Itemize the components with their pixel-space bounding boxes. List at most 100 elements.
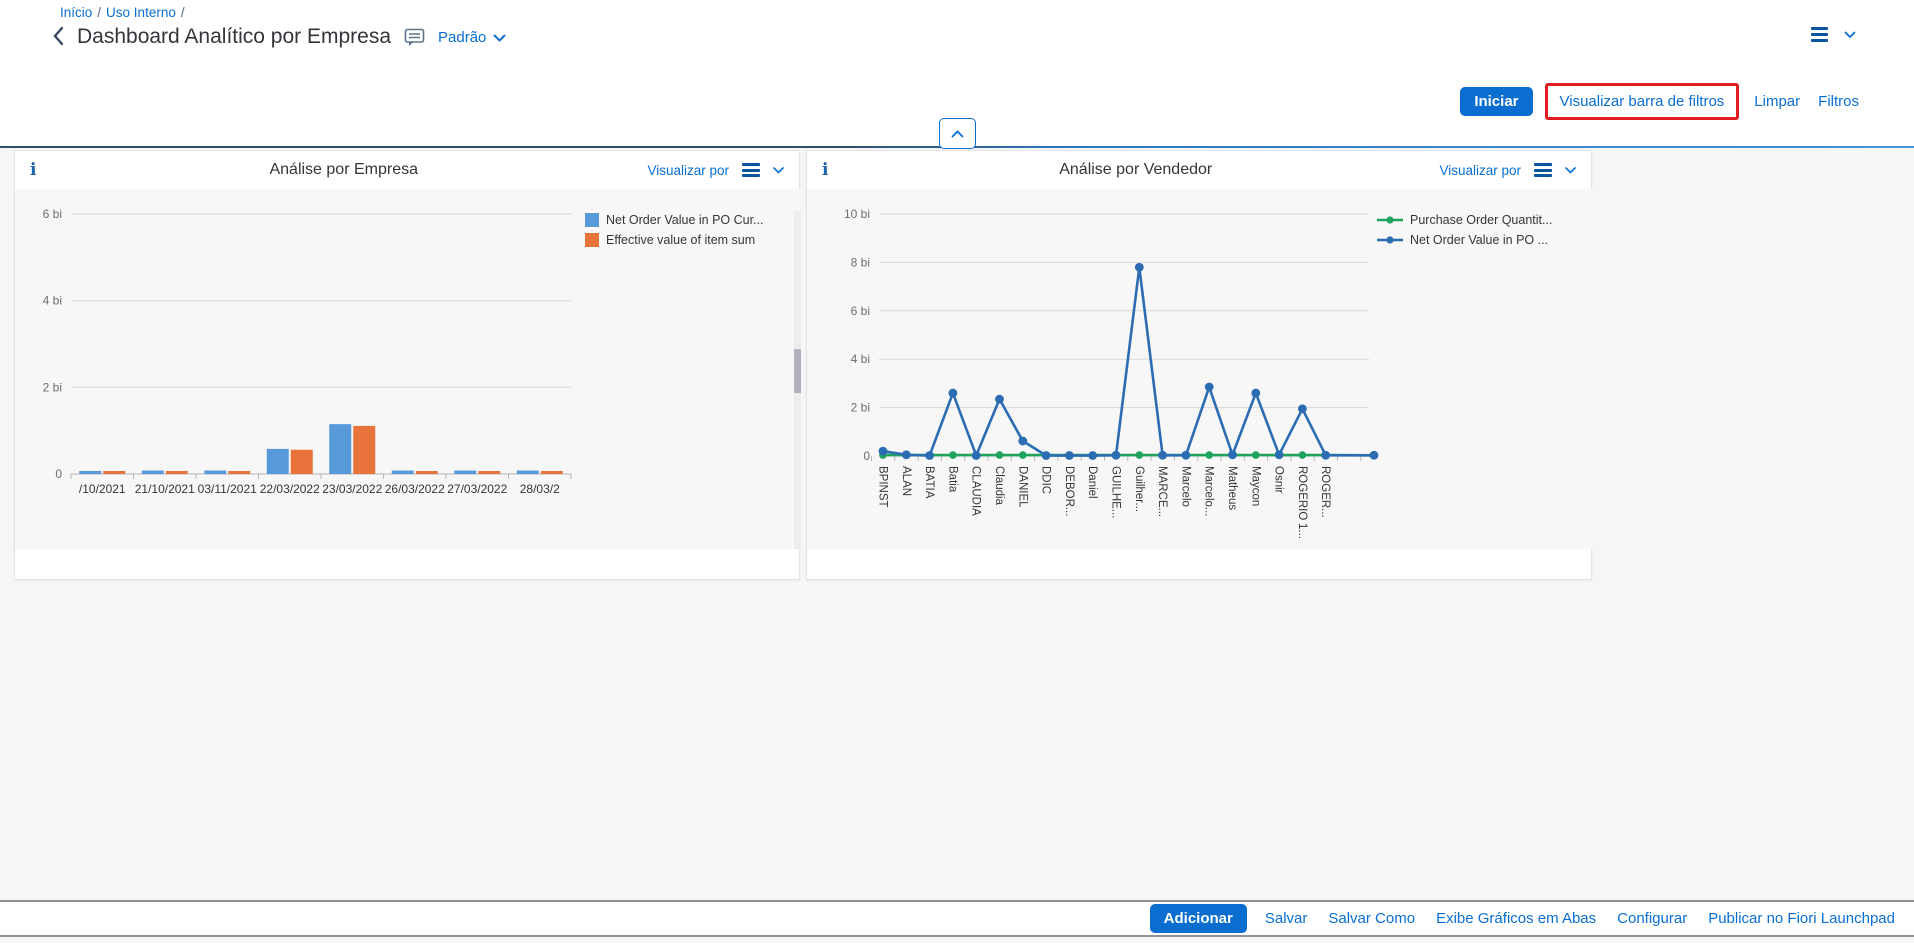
- publicar-fiori-button[interactable]: Publicar no Fiori Launchpad: [1705, 906, 1898, 931]
- filtros-button[interactable]: Filtros: [1815, 89, 1862, 114]
- breadcrumb-link-inicio[interactable]: Início: [60, 5, 92, 20]
- svg-text:6 bi: 6 bi: [851, 304, 870, 318]
- legend-line-marker: [1377, 235, 1403, 245]
- legend-label: Net Order Value in PO ...: [1410, 233, 1548, 247]
- svg-text:DANIEL: DANIEL: [1016, 466, 1028, 508]
- info-icon[interactable]: i: [30, 160, 40, 180]
- visualizar-barra-filtros-button[interactable]: Visualizar barra de filtros: [1557, 89, 1728, 114]
- svg-text:0: 0: [863, 449, 870, 463]
- svg-text:Matheus: Matheus: [1226, 466, 1238, 510]
- card-header: i Análise por Empresa Visualizar por: [15, 151, 799, 189]
- salvar-button[interactable]: Salvar: [1262, 906, 1311, 931]
- legend-item: Net Order Value in PO ...: [1377, 233, 1552, 247]
- svg-text:DDIC: DDIC: [1040, 466, 1052, 494]
- svg-text:26/03/2022: 26/03/2022: [385, 482, 445, 496]
- page-title: Dashboard Analítico por Empresa: [77, 25, 391, 49]
- chevron-down-icon[interactable]: [773, 167, 784, 174]
- legend-color-swatch: [585, 233, 599, 247]
- menu-icon[interactable]: [1811, 25, 1828, 44]
- chart-card-vendedor: i Análise por Vendedor Visualizar por 10…: [806, 150, 1592, 580]
- chart-title-empresa: Análise por Empresa: [53, 161, 634, 179]
- svg-text:4 bi: 4 bi: [43, 294, 62, 308]
- chevron-down-icon[interactable]: [1565, 167, 1576, 174]
- svg-text:ROGER...: ROGER...: [1319, 466, 1331, 518]
- view-by-link[interactable]: Visualizar por: [647, 163, 729, 178]
- chart-title-vendedor: Análise por Vendedor: [845, 161, 1426, 179]
- chevron-down-icon: [493, 29, 506, 46]
- adicionar-button[interactable]: Adicionar: [1150, 904, 1247, 933]
- chevron-up-icon: [951, 126, 964, 141]
- variant-label: Padrão: [438, 29, 486, 46]
- svg-text:BATIA: BATIA: [923, 466, 935, 499]
- svg-text:Marcelo: Marcelo: [1179, 466, 1191, 507]
- svg-text:Claudia: Claudia: [993, 466, 1005, 506]
- svg-text:Daniel: Daniel: [1086, 466, 1098, 499]
- title-row: Dashboard Analítico por Empresa Padrão: [52, 22, 506, 52]
- svg-text:Guilher...: Guilher...: [1133, 466, 1145, 512]
- back-button[interactable]: [52, 26, 64, 49]
- breadcrumb-separator: /: [97, 5, 101, 20]
- svg-text:Osnir: Osnir: [1273, 466, 1285, 494]
- svg-text:CLAUDIA: CLAUDIA: [970, 466, 982, 516]
- svg-text:GUILHE...: GUILHE...: [1110, 466, 1122, 518]
- svg-text:ROGERIO: ROGERIO: [1296, 466, 1308, 520]
- legend-item: Net Order Value in PO Cur...: [585, 213, 763, 227]
- svg-text:MARCE...: MARCE...: [1156, 466, 1168, 517]
- chart-legend: Net Order Value in PO Cur... Effective va…: [585, 213, 763, 247]
- iniciar-button[interactable]: Iniciar: [1460, 87, 1532, 116]
- view-by-link[interactable]: Visualizar por: [1439, 163, 1521, 178]
- card-header: i Análise por Vendedor Visualizar por: [807, 151, 1591, 189]
- filter-toolbar: Iniciar Visualizar barra de filtros Limp…: [1460, 83, 1862, 120]
- svg-text:2 bi: 2 bi: [851, 401, 870, 415]
- breadcrumb: Início / Uso Interno /: [60, 5, 190, 20]
- svg-text:4 bi: 4 bi: [851, 352, 870, 366]
- legend-item: Effective value of item sum: [585, 233, 763, 247]
- vertical-scrollbar[interactable]: [794, 211, 801, 549]
- red-highlight-box: Visualizar barra de filtros: [1545, 83, 1740, 120]
- svg-text:Batia: Batia: [946, 466, 958, 493]
- svg-text:28/03/2: 28/03/2: [520, 482, 560, 496]
- feedback-comment-icon[interactable]: [404, 28, 425, 47]
- svg-text:6 bi: 6 bi: [43, 207, 62, 221]
- svg-text:10 bi: 10 bi: [844, 207, 870, 221]
- collapse-header-button[interactable]: [939, 118, 976, 149]
- footer-action-bar: Adicionar Salvar Salvar Como Exibe Gráfi…: [0, 900, 1914, 937]
- chevron-down-icon[interactable]: [1844, 31, 1856, 39]
- salvar-como-button[interactable]: Salvar Como: [1325, 906, 1418, 931]
- svg-text:1...: 1...: [1296, 523, 1308, 539]
- svg-text:23/03/2022: 23/03/2022: [322, 482, 382, 496]
- svg-text:22/03/2022: 22/03/2022: [260, 482, 320, 496]
- legend-color-swatch: [585, 213, 599, 227]
- legend-label: Purchase Order Quantit...: [1410, 213, 1552, 227]
- variant-selector[interactable]: Padrão: [438, 29, 506, 46]
- svg-text:8 bi: 8 bi: [851, 255, 870, 269]
- svg-text:27/03/2022: 27/03/2022: [447, 482, 507, 496]
- legend-label: Effective value of item sum: [606, 233, 755, 247]
- svg-text:0: 0: [55, 467, 62, 481]
- chart-legend: Purchase Order Quantit... Net Order Value…: [1377, 213, 1552, 247]
- chart-card-empresa: i Análise por Empresa Visualizar por 6 b…: [14, 150, 800, 580]
- svg-text:Maycon: Maycon: [1249, 466, 1261, 506]
- exibe-graficos-button[interactable]: Exibe Gráficos em Abas: [1433, 906, 1599, 931]
- dashboard-page: { "page": { "breadcrumb": { "items": ["I…: [0, 0, 1914, 943]
- scrollbar-thumb[interactable]: [794, 349, 801, 393]
- breadcrumb-link-uso-interno[interactable]: Uso Interno: [106, 5, 176, 20]
- svg-text:21/10/2021: 21/10/2021: [135, 482, 195, 496]
- configurar-button[interactable]: Configurar: [1614, 906, 1690, 931]
- svg-text:ALAN: ALAN: [900, 466, 912, 496]
- svg-text:Marcelo...: Marcelo...: [1203, 466, 1215, 517]
- svg-text:03/11/2021: 03/11/2021: [198, 482, 257, 496]
- legend-label: Net Order Value in PO Cur...: [606, 213, 763, 227]
- shellbar-actions: [1811, 25, 1856, 44]
- info-icon[interactable]: i: [822, 160, 832, 180]
- svg-text:BPINST: BPINST: [877, 466, 889, 508]
- chevron-left-icon: [52, 26, 64, 49]
- limpar-button[interactable]: Limpar: [1751, 89, 1803, 114]
- svg-text:/10/2021: /10/2021: [79, 482, 126, 496]
- svg-text:2 bi: 2 bi: [43, 380, 62, 394]
- chart-menu-icon[interactable]: [742, 161, 760, 179]
- svg-text:DEBOR...: DEBOR...: [1063, 466, 1075, 516]
- legend-item: Purchase Order Quantit...: [1377, 213, 1552, 227]
- breadcrumb-separator: /: [181, 5, 185, 20]
- chart-menu-icon[interactable]: [1534, 161, 1552, 179]
